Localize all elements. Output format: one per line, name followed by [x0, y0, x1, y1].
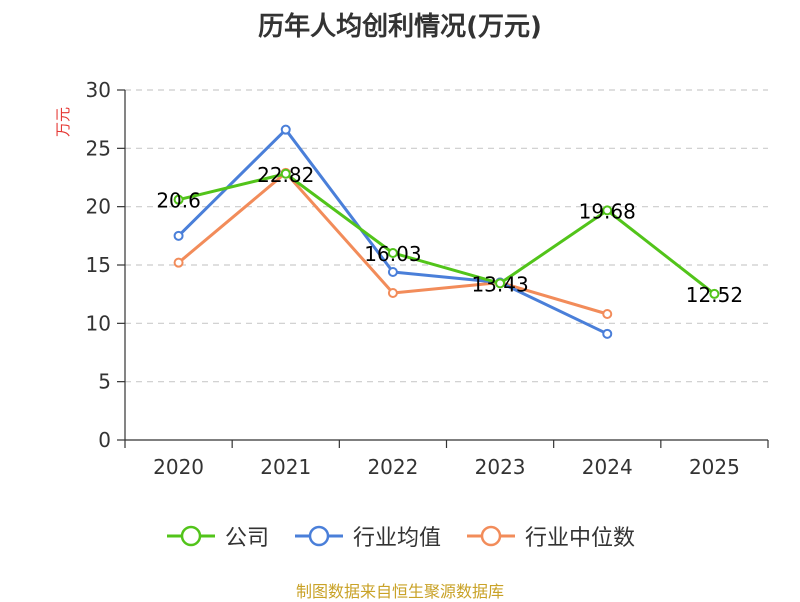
legend-item-2[interactable]: 行业中位数: [465, 520, 635, 552]
x-tick-label: 2025: [689, 455, 740, 479]
legend-label: 行业中位数: [525, 526, 636, 551]
y-tick-label: 10: [86, 311, 111, 335]
legend-label: 行业均值: [352, 526, 441, 551]
legend-marker-icon: [166, 525, 215, 547]
data-point: [387, 247, 398, 258]
y-tick-label: 30: [86, 78, 111, 102]
series-line-0: [178, 172, 716, 296]
legend-item-0[interactable]: 公司: [165, 520, 269, 552]
y-tick-label: 25: [86, 136, 111, 160]
data-point: [173, 230, 184, 241]
x-tick-label: 2023: [475, 455, 526, 479]
data-point: [495, 278, 506, 289]
data-label: 12.52: [686, 283, 743, 307]
legend-item-1[interactable]: 行业均值: [293, 520, 441, 552]
gridlines: [125, 89, 768, 383]
source-note: 制图数据来自恒生聚源数据库: [295, 582, 504, 601]
y-axis-label: 万元: [54, 107, 72, 137]
data-point: [602, 309, 613, 319]
series-line-1: [177, 128, 608, 336]
x-tick-label: 2020: [153, 455, 204, 479]
legend: 公司 行业均值 行业中位数: [0, 520, 800, 552]
data-point: [709, 288, 720, 299]
data-point: [280, 168, 291, 179]
chart-title: 历年人均创利情况(万元): [258, 12, 542, 42]
data-point: [387, 267, 398, 277]
data-labels: 20.6 22.82 16.03 13.43 19.68 12.52: [156, 163, 743, 307]
data-point: [173, 194, 184, 205]
y-tick-label: 15: [86, 253, 111, 277]
x-tick-label: 2021: [260, 455, 311, 479]
y-tick-label: 5: [98, 370, 111, 394]
legend-marker-icon: [467, 525, 515, 547]
data-point: [387, 288, 398, 298]
x-tick-label: 2024: [582, 455, 633, 479]
series-lines: [173, 124, 720, 339]
legend-label: 公司: [224, 526, 269, 551]
data-label: 13.43: [471, 272, 528, 296]
data-label: 20.6: [156, 189, 201, 213]
legend-marker-icon: [294, 525, 343, 547]
x-tick-label: 2022: [367, 455, 418, 479]
y-tick-label: 0: [98, 428, 111, 452]
y-tick-label: 20: [86, 195, 111, 219]
data-point: [280, 124, 291, 135]
data-label: 16.03: [364, 242, 421, 266]
data-label: 22.82: [257, 163, 314, 187]
data-point: [173, 257, 184, 268]
data-point: [602, 205, 613, 216]
data-point: [602, 328, 613, 339]
data-label: 19.68: [579, 199, 636, 223]
